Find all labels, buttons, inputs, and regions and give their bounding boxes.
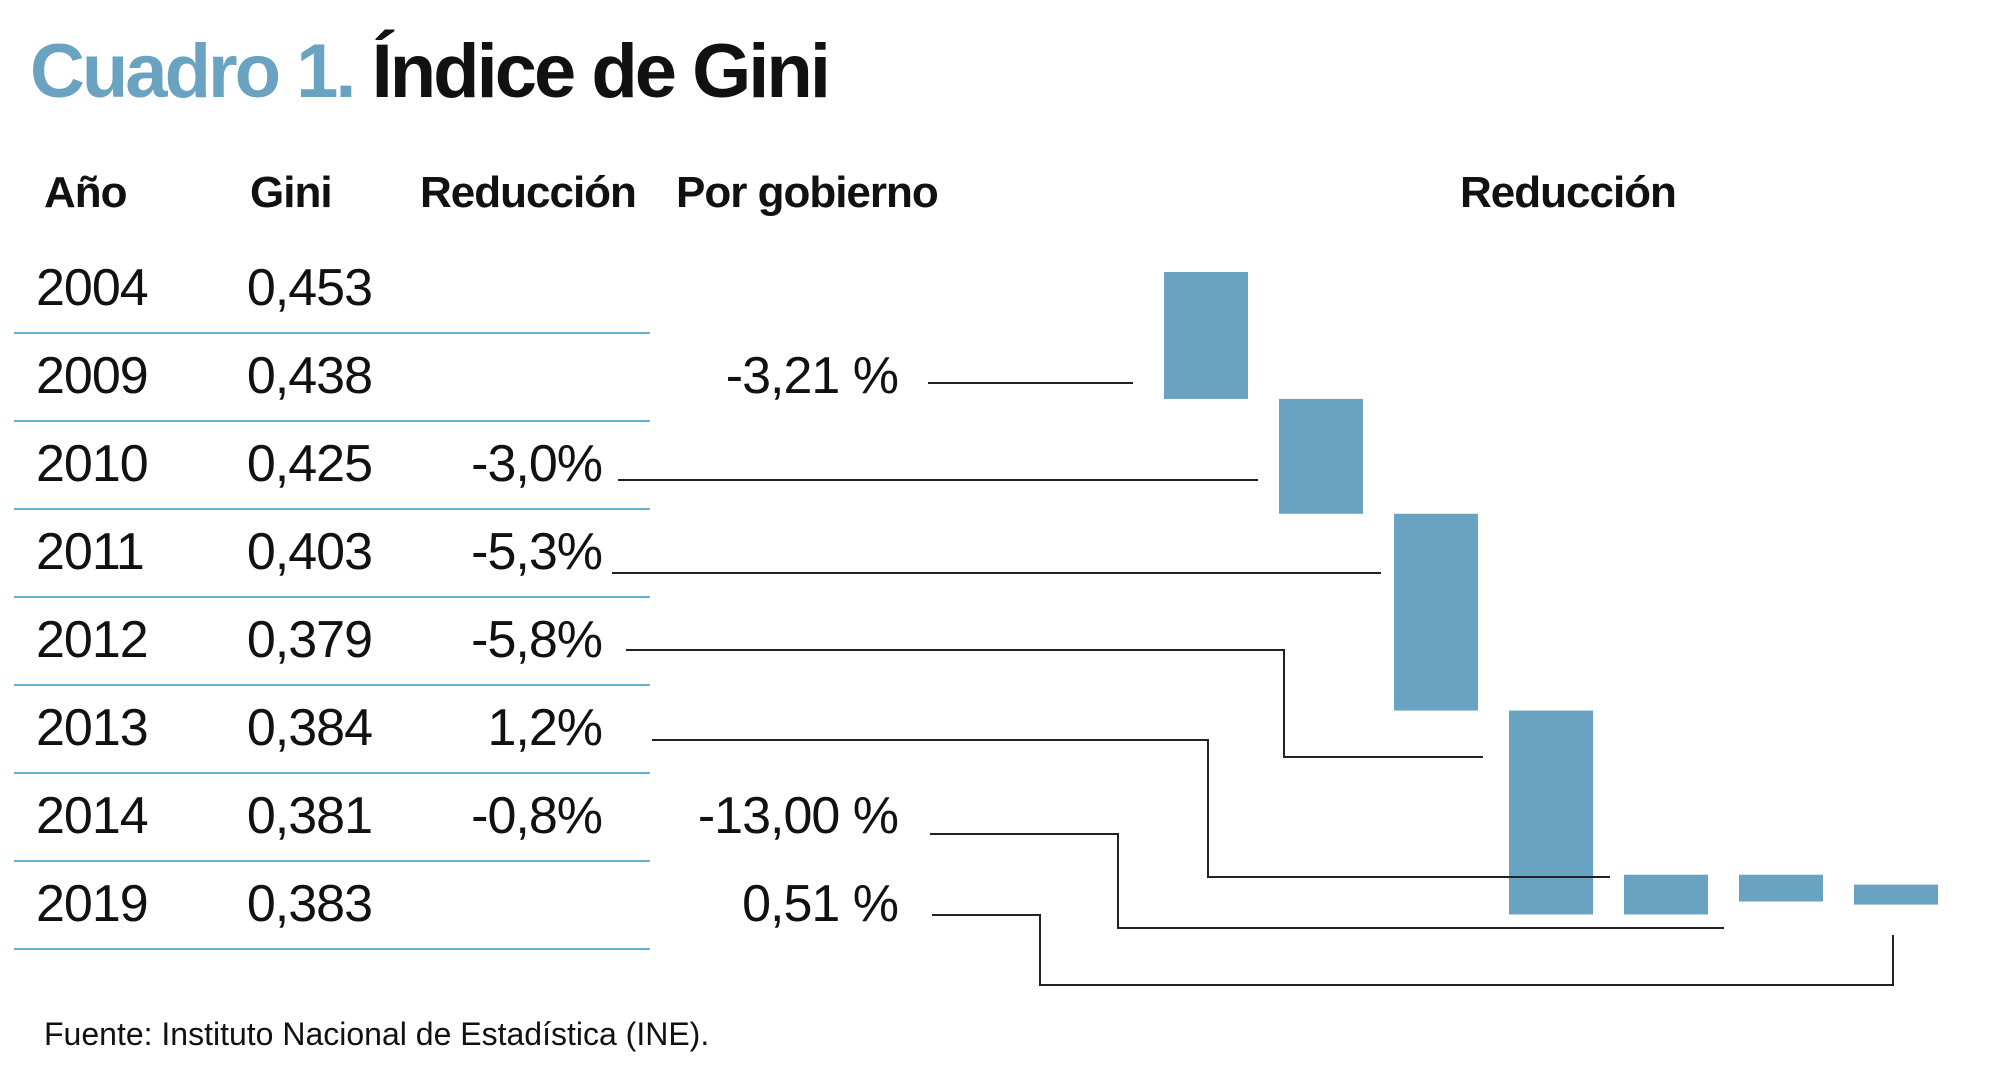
- cell-reduction: -3,0%: [471, 435, 603, 493]
- row-divider: [14, 332, 650, 334]
- connector-line: [652, 739, 1610, 878]
- cell-gini: 0,403: [246, 523, 373, 581]
- cell-year: 2004: [36, 259, 149, 317]
- waterfall-bar-2010-2011: [1394, 513, 1478, 711]
- chart-header-reduction: Reducción: [1460, 168, 1677, 217]
- row-divider: [14, 684, 650, 686]
- connector-line: [626, 649, 1483, 758]
- cell-reduction: -5,8%: [471, 611, 603, 669]
- cell-reduction: -5,3%: [471, 523, 603, 581]
- row-divider: [14, 420, 650, 422]
- header-government: Por gobierno: [676, 168, 939, 217]
- waterfall-bar-2009-2010: [1279, 398, 1363, 514]
- cell-gini: 0,453: [246, 259, 373, 317]
- waterfall-bar-2011-2012: [1509, 710, 1593, 915]
- connector-line: [930, 833, 1724, 929]
- cell-gini: 0,384: [246, 699, 373, 757]
- cell-gini: 0,379: [246, 611, 373, 669]
- cell-government: -13,00 %: [697, 787, 899, 845]
- cell-year: 2010: [36, 435, 149, 493]
- source-note: Fuente: Instituto Nacional de Estadístic…: [44, 1016, 710, 1052]
- waterfall-bar-2012-2013: [1624, 874, 1708, 915]
- cell-year: 2019: [36, 875, 149, 933]
- cell-gini: 0,383: [246, 875, 373, 933]
- connector-line: [932, 914, 1894, 986]
- cell-gini: 0,381: [246, 787, 373, 845]
- cell-gini: 0,425: [246, 435, 373, 493]
- waterfall-bar-2013-2014: [1739, 874, 1823, 902]
- cell-gini: 0,438: [246, 347, 373, 405]
- cell-government: 0,51 %: [742, 875, 899, 933]
- cell-year: 2014: [36, 787, 149, 845]
- row-divider: [14, 772, 650, 774]
- title-text: Índice de Gini: [371, 29, 831, 114]
- chart-title: Cuadro 1. Índice de Gini: [30, 28, 831, 115]
- header-year: Año: [44, 168, 128, 217]
- cell-year: 2011: [36, 523, 145, 581]
- cell-year: 2013: [36, 699, 149, 757]
- header-reduction: Reducción: [420, 168, 637, 217]
- cell-year: 2009: [36, 347, 149, 405]
- title-prefix: Cuadro 1.: [30, 29, 356, 114]
- cell-reduction: -0,8%: [471, 787, 603, 845]
- row-divider: [14, 948, 650, 950]
- row-divider: [14, 596, 650, 598]
- row-divider: [14, 860, 650, 862]
- waterfall-bar-2004-2009: [1164, 272, 1248, 399]
- waterfall-bar-2014-2019: [1854, 884, 1938, 905]
- row-divider: [14, 508, 650, 510]
- cell-reduction: 1,2%: [487, 699, 603, 757]
- cell-year: 2012: [36, 611, 149, 669]
- header-gini: Gini: [250, 168, 333, 217]
- cell-government: -3,21 %: [725, 347, 899, 405]
